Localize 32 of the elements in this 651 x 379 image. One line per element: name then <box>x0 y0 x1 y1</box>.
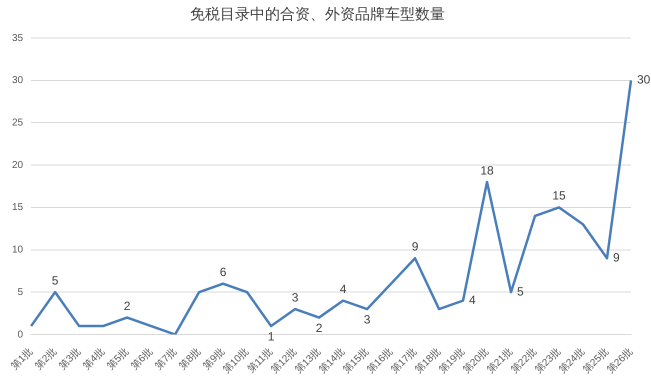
data-label: 2 <box>316 320 323 335</box>
chart-title: 免税目录中的合资、外资品牌车型数量 <box>190 6 445 24</box>
x-tick-label: 第8批 <box>176 345 204 372</box>
data-label: 18 <box>480 163 494 178</box>
data-label: 30 <box>637 72 651 87</box>
data-label: 4 <box>340 282 347 296</box>
x-tick-label: 第4批 <box>80 345 108 372</box>
data-label: 6 <box>220 264 227 279</box>
x-tick-label: 第2批 <box>32 345 60 372</box>
y-tick-label: 20 <box>12 160 24 171</box>
data-label: 15 <box>552 188 566 203</box>
y-tick-label: 35 <box>12 32 24 44</box>
data-label: 5 <box>517 284 524 298</box>
x-tick-label: 第5批 <box>104 345 132 372</box>
data-label: 3 <box>364 312 371 326</box>
data-label: 9 <box>412 240 419 254</box>
x-tick-label: 第7批 <box>152 345 180 372</box>
y-tick-label: 0 <box>18 329 24 340</box>
y-tick-label: 10 <box>12 244 24 256</box>
x-tick-label: 第1批 <box>8 345 36 372</box>
y-tick-label: 30 <box>12 75 24 86</box>
data-label: 4 <box>469 292 476 307</box>
y-tick-label: 15 <box>12 202 24 214</box>
x-tick-label: 第6批 <box>128 345 156 372</box>
y-tick-label: 25 <box>12 117 24 128</box>
data-label: 1 <box>268 329 275 344</box>
data-label: 5 <box>52 273 59 288</box>
data-label: 2 <box>124 298 131 313</box>
y-tick-label: 5 <box>18 286 24 298</box>
x-tick-label: 第3批 <box>56 345 84 372</box>
data-label: 3 <box>292 290 299 304</box>
data-label: 9 <box>613 250 620 265</box>
